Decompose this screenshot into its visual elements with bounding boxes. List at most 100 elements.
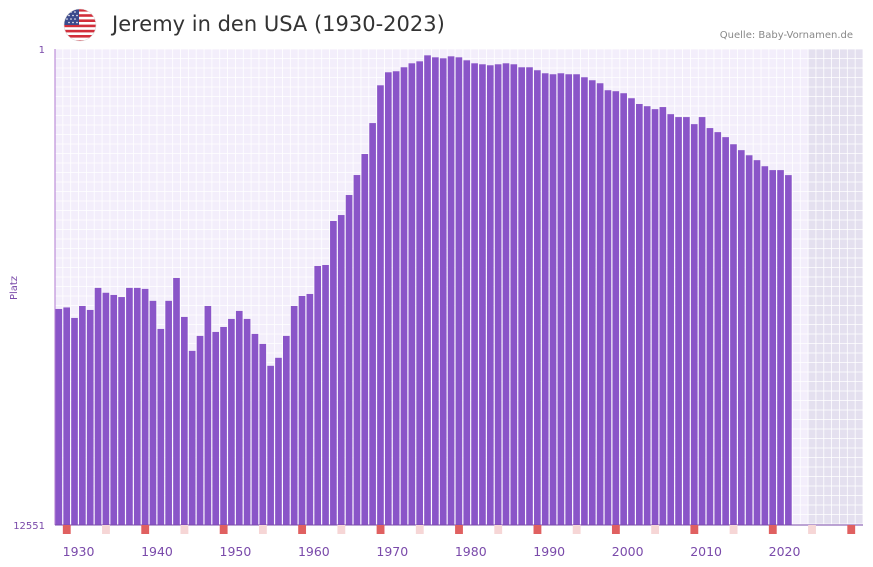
- x-tick-mark-1938: [141, 525, 150, 534]
- bar-1976: [439, 58, 447, 526]
- x-tick-mark-1963: [337, 525, 346, 534]
- bar-1944: [188, 350, 196, 525]
- bar-1935: [118, 297, 125, 525]
- bar-2005: [667, 114, 675, 525]
- bar-2016: [753, 160, 761, 525]
- bar-1997: [604, 90, 612, 525]
- bar-1943: [181, 316, 188, 525]
- bar-1975: [432, 57, 439, 525]
- bar-1951: [243, 318, 251, 525]
- bar-1968: [377, 85, 384, 526]
- bar-1963: [337, 215, 345, 525]
- x-tick-mark-1993: [572, 525, 581, 534]
- bar-2002: [643, 106, 651, 525]
- x-tick-mark-1928: [62, 525, 71, 534]
- x-tick-mark-2003: [651, 525, 660, 534]
- x-tick-mark-1978: [455, 525, 463, 534]
- bar-1991: [557, 73, 565, 525]
- bar-1933: [102, 292, 110, 525]
- x-tick-mark-1958: [298, 525, 307, 534]
- bar-2007: [683, 117, 690, 526]
- bar-1954: [267, 365, 274, 525]
- x-tick-mark-1943: [180, 525, 189, 534]
- bar-1977: [447, 56, 455, 525]
- x-tick-mark-1933: [102, 525, 110, 534]
- future-shading: [808, 49, 863, 525]
- bar-2000: [628, 98, 635, 525]
- x-tick-label-2000: 2000: [612, 544, 644, 559]
- bar-1928: [63, 307, 70, 525]
- x-tick-mark-2018: [768, 525, 777, 534]
- bar-1967: [369, 123, 376, 525]
- x-tick-mark-1988: [533, 525, 542, 534]
- x-tick-label-1930: 1930: [63, 544, 95, 559]
- x-tick-mark-1998: [611, 525, 620, 534]
- bar-1932: [94, 287, 102, 525]
- bar-1987: [526, 67, 533, 525]
- bar-1988: [534, 70, 541, 525]
- x-tick-label-2020: 2020: [769, 544, 801, 559]
- x-tick-label-1960: 1960: [298, 544, 330, 559]
- bar-1999: [620, 93, 627, 526]
- bar-1980: [471, 63, 478, 526]
- x-tick-label-1980: 1980: [455, 544, 487, 559]
- usa-flag-icon: [63, 8, 97, 42]
- bar-1939: [149, 300, 157, 525]
- bar-2004: [659, 107, 667, 525]
- x-tick-mark-1953: [258, 525, 267, 534]
- bar-2003: [651, 109, 659, 525]
- bar-1950: [235, 310, 243, 525]
- bar-2006: [675, 117, 682, 526]
- bar-2001: [636, 103, 643, 525]
- bar-1946: [204, 305, 212, 525]
- bar-2012: [722, 137, 729, 526]
- bar-1945: [196, 335, 204, 525]
- bar-1996: [596, 83, 604, 526]
- bar-2008: [690, 124, 698, 526]
- bar-1948: [220, 326, 227, 525]
- x-tick-mark-1983: [494, 525, 503, 534]
- bar-1981: [479, 64, 486, 526]
- bar-1960: [314, 265, 322, 525]
- bar-1969: [384, 72, 392, 526]
- bar-1949: [228, 318, 235, 525]
- bar-1983: [494, 64, 502, 526]
- bar-1955: [275, 357, 282, 525]
- x-tick-mark-1948: [219, 525, 228, 534]
- bar-1961: [322, 265, 329, 525]
- bar-1964: [345, 195, 353, 525]
- bar-1958: [298, 295, 306, 525]
- bar-series: [55, 55, 792, 526]
- bar-1984: [502, 63, 510, 526]
- bar-1930: [79, 305, 86, 525]
- x-tick-marks: [62, 525, 856, 534]
- bar-1973: [416, 61, 423, 526]
- bar-1942: [173, 277, 180, 525]
- bar-1994: [581, 77, 588, 525]
- bar-1990: [549, 74, 557, 525]
- bar-2018: [769, 170, 777, 525]
- bar-1934: [110, 294, 118, 525]
- bar-1940: [157, 328, 165, 525]
- bar-1956: [282, 335, 290, 525]
- y-tick-label-bottom: 12551: [13, 521, 45, 532]
- bar-1953: [259, 343, 267, 525]
- bar-1966: [361, 154, 369, 525]
- bar-1970: [392, 71, 400, 525]
- bar-1929: [71, 317, 78, 525]
- x-tick-label-1990: 1990: [533, 544, 565, 559]
- bar-1957: [290, 305, 298, 525]
- x-tick-label-1950: 1950: [220, 544, 252, 559]
- bar-1974: [424, 55, 431, 526]
- bar-1952: [251, 333, 259, 525]
- x-tick-label-1940: 1940: [141, 544, 173, 559]
- x-tick-labels: 1930 1940 1950 1960 1970 1980 1990 2000 2010 2020: [63, 544, 801, 559]
- x-tick-mark-1973: [415, 525, 424, 534]
- bar-1941: [165, 300, 172, 525]
- bar-1972: [408, 63, 416, 526]
- bar-1962: [330, 221, 337, 526]
- bar-1931: [86, 309, 94, 525]
- x-tick-mark-2008: [690, 525, 699, 534]
- bar-1959: [306, 293, 314, 525]
